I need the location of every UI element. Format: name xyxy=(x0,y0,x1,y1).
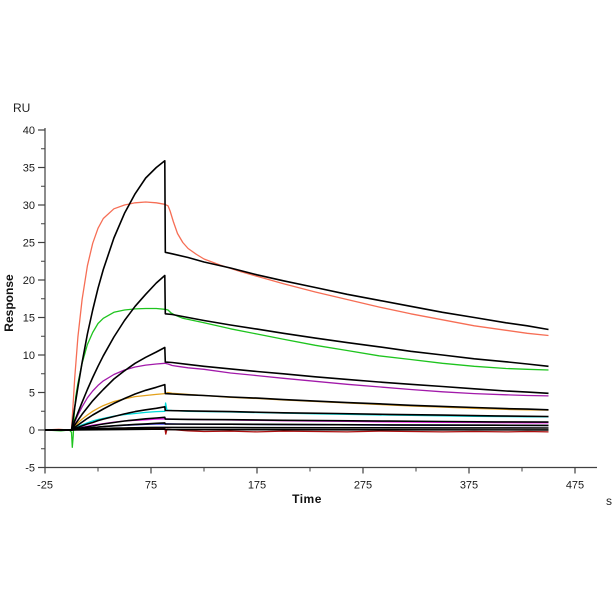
series-cyan-fit xyxy=(45,405,549,431)
y-tick-label: 40 xyxy=(23,125,35,137)
series-purple-fit xyxy=(45,346,549,431)
y-tick-label: 25 xyxy=(23,238,35,250)
series-red-data xyxy=(44,201,549,431)
series-baseline-fit-2 xyxy=(45,428,549,431)
y-axis-unit-label: RU xyxy=(13,101,31,115)
y-tick-label: -5 xyxy=(25,463,35,475)
series-purple-data xyxy=(44,362,549,431)
x-tick-label: -25 xyxy=(37,480,53,492)
x-tick-label: 75 xyxy=(145,480,157,492)
x-axis-unit-label: s xyxy=(606,494,612,508)
series-magenta-fit xyxy=(45,416,549,431)
x-tick-label: 275 xyxy=(354,480,372,492)
series-layer xyxy=(44,160,549,448)
x-tick-label: 375 xyxy=(460,480,478,492)
x-tick-label: 475 xyxy=(566,480,584,492)
axes-layer: 40 35 30 25 20 15 10 5 0 -5-25 75 175 275 375 475 xyxy=(23,125,597,492)
x-axis-title: Time xyxy=(292,492,322,506)
y-tick-label: 15 xyxy=(23,313,35,325)
series-red-fit xyxy=(45,160,549,431)
y-axis-title: Response xyxy=(2,274,16,332)
y-tick-label: 10 xyxy=(23,350,35,362)
y-tick-label: 0 xyxy=(29,425,35,437)
series-green-data xyxy=(44,307,549,448)
series-blue-fit xyxy=(45,422,549,431)
y-tick-label: 35 xyxy=(23,163,35,175)
series-orange-fit xyxy=(45,383,549,431)
y-tick-label: 5 xyxy=(29,388,35,400)
x-tick-label: 175 xyxy=(248,480,266,492)
y-tick-label: 30 xyxy=(23,200,35,212)
series-green-fit xyxy=(45,274,549,431)
y-tick-label: 20 xyxy=(23,275,35,287)
